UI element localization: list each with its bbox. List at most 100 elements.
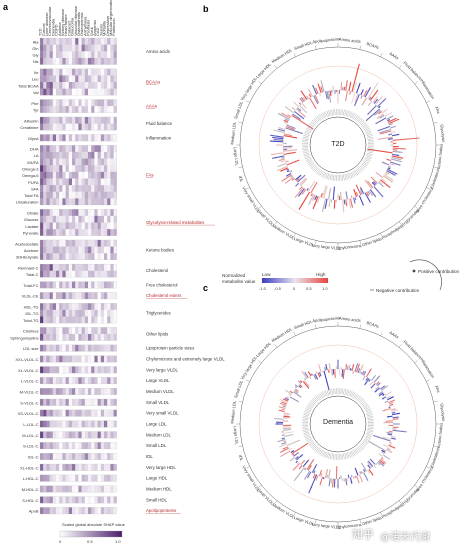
- heatmap-cell: [75, 316, 79, 324]
- heatmap-cell: [94, 388, 98, 395]
- heatmap-cell: [81, 464, 85, 471]
- heatmap-cell: [40, 165, 44, 172]
- heatmap-cell: [91, 165, 95, 172]
- contribution-spoke: [368, 96, 372, 100]
- heatmap-cell: [59, 398, 63, 406]
- heatmap-cell: [46, 420, 50, 428]
- heatmap-cell: [59, 316, 63, 324]
- contribution-spoke: [377, 461, 381, 466]
- metabolite-tick: [325, 452, 328, 458]
- sector-label: Fluid balance: [402, 60, 423, 81]
- heatmap-cell: [94, 431, 98, 439]
- heatmap-cell: [84, 442, 88, 449]
- heatmap-cell: [107, 198, 111, 206]
- contribution-point: [382, 132, 384, 134]
- sector-label: Chylomicrons: [337, 243, 362, 251]
- contribution-spoke: [385, 171, 390, 175]
- metabolite-tick: [357, 396, 362, 402]
- contribution-spoke: [283, 412, 291, 415]
- contribution-point: [398, 151, 401, 153]
- heatmap-cell: [65, 507, 69, 514]
- contribution-point: [295, 384, 297, 387]
- sector-divider: [293, 332, 296, 336]
- sector-divider: [315, 240, 317, 245]
- heatmap-group-box: [39, 377, 117, 385]
- heatmap-group-box: [39, 409, 117, 417]
- contribution-spoke: [389, 401, 394, 405]
- heatmap-cell: [40, 75, 44, 83]
- heatmap-cell: [62, 106, 66, 113]
- heatmap-cell: [113, 246, 117, 254]
- heatmap-cell: [97, 116, 101, 124]
- heatmap-cell: [104, 75, 108, 83]
- contribution-point: [381, 450, 384, 452]
- contribution-point: [387, 158, 389, 161]
- heatmap-cell: [84, 453, 88, 460]
- contribution-spoke: [355, 82, 361, 94]
- heatmap-cell: [81, 134, 85, 142]
- heatmap-cell: [72, 281, 76, 289]
- heatmap-cell: [97, 123, 101, 131]
- contribution-spoke: [284, 106, 294, 114]
- heatmap-cell: [78, 198, 82, 206]
- contribution-spoke: [301, 189, 307, 195]
- metabolite-tick: [352, 392, 356, 398]
- heatmap-cell: [49, 316, 53, 324]
- contribution-spoke: [283, 151, 296, 155]
- radial-center-label-dementia: Dementia: [323, 419, 353, 426]
- sector-label: Very small VLDL: [241, 186, 261, 214]
- contribution-point: [333, 205, 336, 207]
- heatmap-cell: [110, 239, 114, 247]
- heatmap-cell: [52, 507, 56, 514]
- heatmap-cell: [59, 366, 62, 373]
- heatmap-cell: [94, 270, 98, 278]
- contribution-spoke: [294, 389, 299, 394]
- heatmap-cell: [100, 215, 104, 223]
- contribution-point: [292, 107, 294, 109]
- heatmap-cell: [43, 409, 47, 417]
- heatmap-row-label: Tyr: [33, 107, 39, 112]
- heatmap-cell: [107, 333, 111, 341]
- heatmap-cell: [52, 134, 56, 142]
- contribution-spoke: [367, 180, 374, 188]
- heatmap-cell: [59, 229, 63, 236]
- heatmap-cell: [49, 496, 53, 504]
- contribution-spoke: [389, 162, 395, 166]
- heatmap-cell: [113, 106, 117, 113]
- heatmap-cell: [56, 327, 60, 334]
- heatmap-cell: [88, 134, 92, 142]
- sector-label: Small HDL: [293, 319, 313, 330]
- heatmap-cell: [110, 344, 114, 352]
- heatmap-cell: [88, 75, 92, 83]
- contribution-point: [359, 471, 361, 473]
- heatmap-cell: [110, 303, 114, 310]
- heatmap-cell: [43, 303, 47, 310]
- contribution-point: [381, 463, 384, 466]
- heatmap-cell: [52, 123, 56, 131]
- heatmap-cell: [68, 209, 72, 216]
- contribution-spoke: [283, 428, 291, 431]
- heatmap-cell: [52, 151, 56, 159]
- heatmap-cell: [52, 409, 56, 417]
- metabolite-tick: [353, 393, 357, 399]
- heatmap-cell: [56, 82, 60, 89]
- heatmap-cell: [49, 38, 53, 45]
- heatmap-cell: [40, 239, 44, 247]
- contribution-point: [388, 133, 391, 136]
- heatmap-cell: [56, 116, 60, 124]
- heatmap-cell: [43, 88, 47, 96]
- contribution-spoke: [318, 469, 323, 476]
- heatmap-cell: [75, 191, 79, 199]
- contribution-point: [291, 127, 293, 130]
- heatmap-cell: [84, 151, 88, 159]
- heatmap-cell: [91, 191, 95, 199]
- contribution-spoke: [389, 443, 392, 446]
- heatmap-cell: [97, 270, 101, 278]
- heatmap-cell: [40, 222, 44, 230]
- heatmap-cell: [68, 270, 72, 278]
- heatmap-cell: [91, 333, 95, 341]
- metabolite-tick: [323, 451, 327, 458]
- heatmap-cell: [104, 474, 108, 482]
- contribution-point: [384, 437, 386, 439]
- heatmap-cell: [84, 355, 88, 363]
